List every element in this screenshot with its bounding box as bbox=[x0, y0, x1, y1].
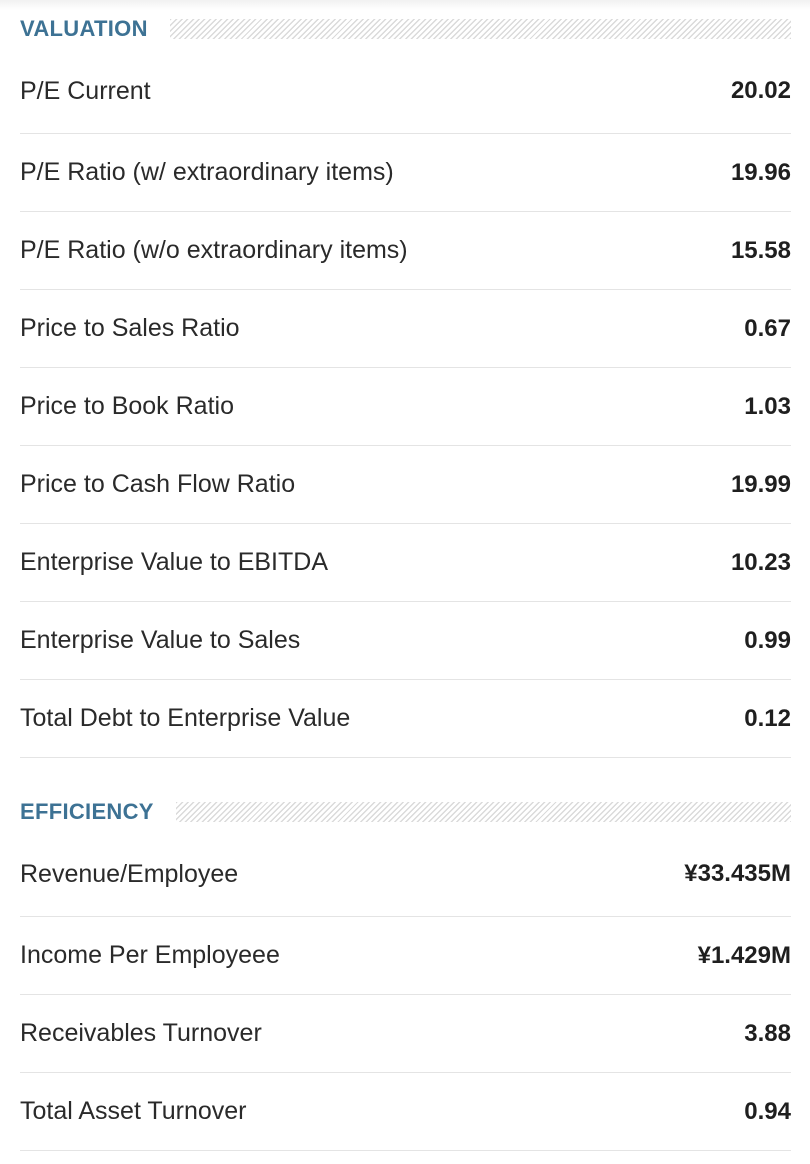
row-value: 0.67 bbox=[744, 314, 791, 342]
valuation-row-price-to-cash-flow: Price to Cash Flow Ratio 19.99 bbox=[20, 446, 791, 524]
row-value: 0.94 bbox=[744, 1097, 791, 1125]
row-value: ¥33.435M bbox=[684, 860, 791, 887]
row-label: Price to Book Ratio bbox=[20, 392, 234, 420]
efficiency-title: EFFICIENCY bbox=[20, 799, 154, 824]
row-value: 0.12 bbox=[744, 704, 791, 732]
valuation-row-ev-to-sales: Enterprise Value to Sales 0.99 bbox=[20, 602, 791, 680]
row-label: Price to Cash Flow Ratio bbox=[20, 470, 296, 498]
row-label: Total Asset Turnover bbox=[20, 1097, 247, 1125]
efficiency-header: EFFICIENCY bbox=[20, 794, 791, 830]
row-value: 0.99 bbox=[744, 626, 791, 654]
valuation-row-price-to-book: Price to Book Ratio 1.03 bbox=[20, 368, 791, 446]
valuation-row-pe-without-extraordinary: P/E Ratio (w/o extraordinary items) 15.5… bbox=[20, 212, 791, 290]
valuation-row-pe-with-extraordinary: P/E Ratio (w/ extraordinary items) 19.96 bbox=[20, 134, 791, 212]
efficiency-list: Revenue/Employee ¥33.435M Income Per Emp… bbox=[20, 832, 791, 1151]
valuation-header: VALUATION bbox=[20, 11, 791, 47]
valuation-row-debt-to-ev: Total Debt to Enterprise Value 0.12 bbox=[20, 680, 791, 758]
row-value: 19.96 bbox=[730, 158, 791, 186]
row-label: Total Debt to Enterprise Value bbox=[20, 704, 351, 732]
section-divider-hatch bbox=[175, 802, 791, 822]
row-label: Receivables Turnover bbox=[20, 1019, 262, 1047]
valuation-row-price-to-sales: Price to Sales Ratio 0.67 bbox=[20, 290, 791, 368]
efficiency-section: EFFICIENCY Revenue/Employee ¥33.435M Inc… bbox=[20, 758, 791, 1151]
row-label: P/E Ratio (w/o extraordinary items) bbox=[20, 236, 408, 264]
row-value: ¥1.429M bbox=[697, 941, 791, 969]
efficiency-row-receivables-turnover: Receivables Turnover 3.88 bbox=[20, 995, 791, 1073]
row-value: 20.02 bbox=[730, 77, 791, 104]
valuation-list: P/E Current 20.02 P/E Ratio (w/ extraord… bbox=[20, 49, 791, 758]
row-label: Price to Sales Ratio bbox=[20, 314, 240, 342]
row-label: Enterprise Value to EBITDA bbox=[20, 548, 329, 576]
row-label: Income Per Employeee bbox=[20, 941, 280, 969]
row-value: 15.58 bbox=[730, 236, 791, 264]
valuation-row-pe-current: P/E Current 20.02 bbox=[20, 49, 791, 134]
valuation-section: VALUATION P/E Current 20.02 P/E Ratio (w… bbox=[20, 0, 791, 758]
row-label: Revenue/Employee bbox=[20, 859, 239, 888]
row-value: 1.03 bbox=[744, 392, 791, 420]
row-value: 19.99 bbox=[730, 470, 791, 498]
row-value: 3.88 bbox=[744, 1019, 791, 1047]
efficiency-row-revenue-per-employee: Revenue/Employee ¥33.435M bbox=[20, 832, 791, 917]
row-label: P/E Ratio (w/ extraordinary items) bbox=[20, 158, 394, 186]
row-label: P/E Current bbox=[20, 76, 151, 105]
valuation-title: VALUATION bbox=[20, 16, 148, 41]
efficiency-row-income-per-employee: Income Per Employeee ¥1.429M bbox=[20, 917, 791, 995]
valuation-row-ev-to-ebitda: Enterprise Value to EBITDA 10.23 bbox=[20, 524, 791, 602]
efficiency-row-total-asset-turnover: Total Asset Turnover 0.94 bbox=[20, 1073, 791, 1151]
row-value: 10.23 bbox=[730, 548, 791, 576]
section-divider-hatch bbox=[169, 19, 791, 39]
row-label: Enterprise Value to Sales bbox=[20, 626, 301, 654]
top-shadow bbox=[0, 0, 810, 10]
